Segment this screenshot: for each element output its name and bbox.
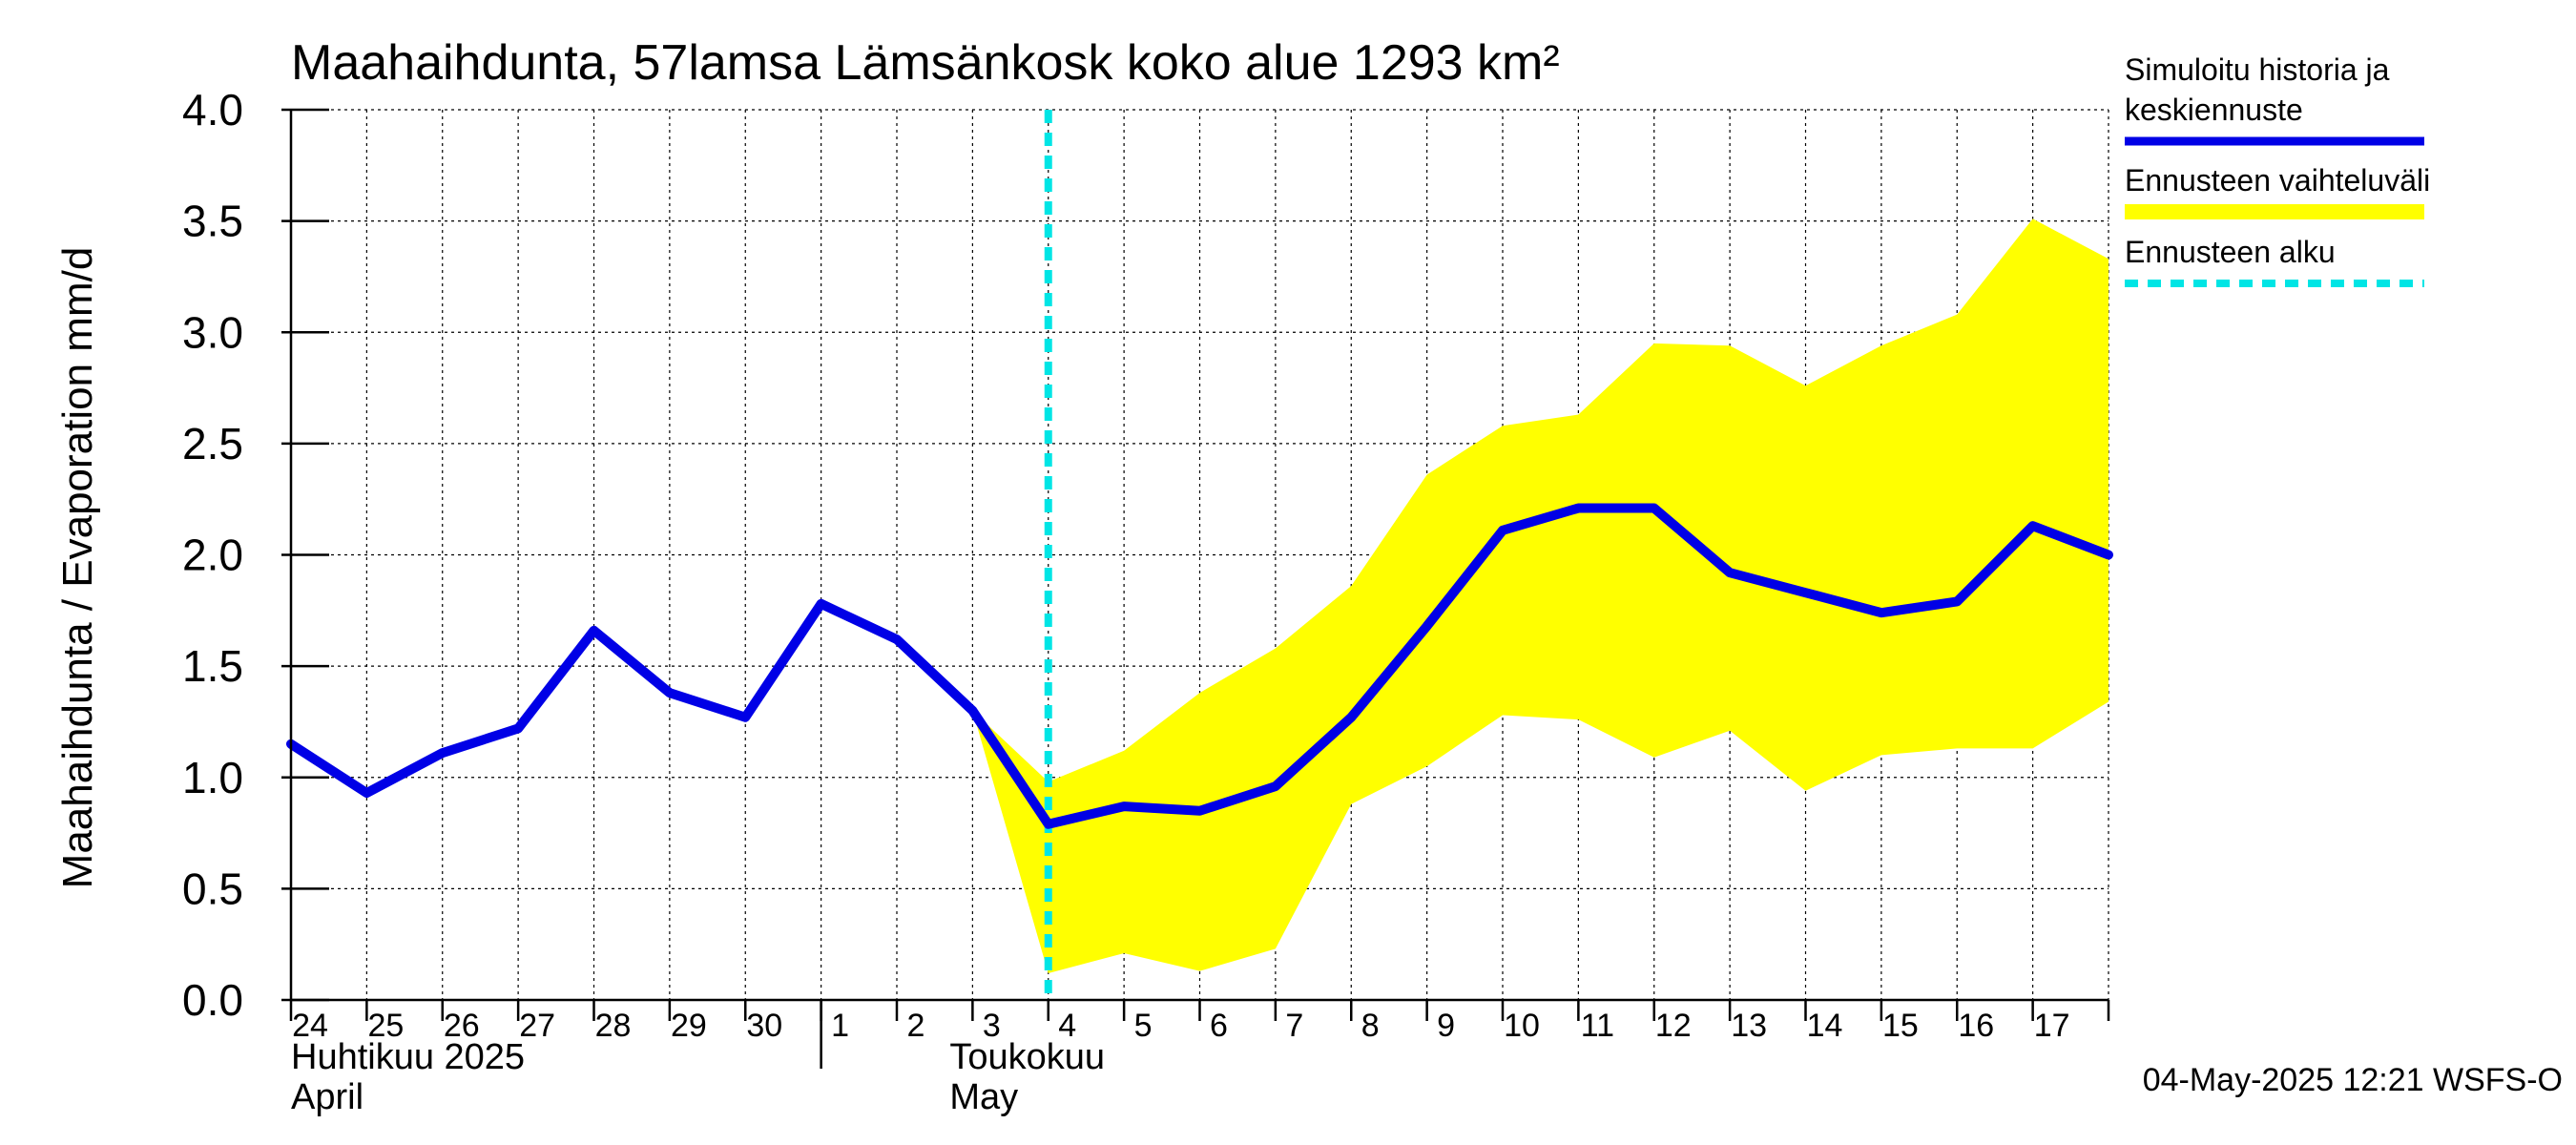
x-tick-label: 28 [595, 1008, 632, 1044]
y-tick-label: 1.5 [182, 641, 243, 691]
x-tick-label: 1 [831, 1008, 849, 1044]
series-point [2028, 522, 2037, 531]
series-point [1574, 504, 1583, 512]
series-point [893, 635, 901, 644]
series-point [438, 749, 447, 758]
month-label-line2: April [291, 1077, 364, 1117]
footer-timestamp: 04-May-2025 12:21 WSFS-O [2143, 1062, 2563, 1098]
series-point [1195, 806, 1204, 815]
x-tick-label: 14 [1807, 1008, 1843, 1044]
x-tick-label: 7 [1285, 1008, 1303, 1044]
x-tick-label: 26 [444, 1008, 480, 1044]
series-point [741, 713, 750, 721]
x-tick-label: 10 [1504, 1008, 1540, 1044]
chart-title: Maahaihdunta, 57lamsa Lämsänkosk koko al… [291, 35, 1560, 91]
month-label-line1: Toukokuu [949, 1037, 1105, 1077]
legend-label: Simuloitu historia ja [2125, 52, 2390, 87]
simulated-series-line [286, 503, 2113, 829]
x-tick-label: 2 [907, 1008, 925, 1044]
series-point [1650, 504, 1658, 512]
series-point [1877, 609, 1885, 617]
x-tick-label: 11 [1581, 1008, 1614, 1044]
month-label-line2: May [949, 1077, 1018, 1117]
series-point [590, 626, 598, 635]
series-point [1953, 597, 1962, 606]
forecast-range-band [972, 219, 2109, 974]
legend-swatch-band [2125, 204, 2424, 219]
y-tick-label: 3.5 [182, 197, 243, 246]
y-tick-label: 3.0 [182, 307, 243, 357]
series-point [1423, 622, 1431, 631]
series-point [1801, 589, 1810, 597]
y-tick-label: 0.0 [182, 975, 243, 1025]
x-tick-label: 6 [1210, 1008, 1228, 1044]
series-point [1726, 569, 1735, 577]
series-point [363, 789, 371, 798]
legend: Simuloitu historia ja keskiennuste Ennuste… [2125, 52, 2430, 287]
x-tick-label: 9 [1437, 1008, 1455, 1044]
y-tick-label: 2.5 [182, 419, 243, 468]
x-tick-label: 4 [1058, 1008, 1076, 1044]
x-tick-label: 27 [519, 1008, 555, 1044]
series-point [1120, 802, 1129, 811]
x-tick-label: 29 [671, 1008, 707, 1044]
x-tick-label: 15 [1882, 1008, 1919, 1044]
legend-label: Ennusteen alku [2125, 235, 2336, 269]
series-point [1044, 820, 1052, 828]
x-tick-label: 8 [1361, 1008, 1380, 1044]
legend-label: Ennusteen vaihteluväli [2125, 163, 2430, 198]
x-tick-label: 3 [983, 1008, 1001, 1044]
x-tick-label: 17 [2034, 1008, 2070, 1044]
x-tick-label: 25 [367, 1008, 404, 1044]
series-point [514, 724, 523, 733]
series-point [817, 599, 825, 608]
y-tick-label: 1.0 [182, 753, 243, 802]
series-point [1499, 526, 1506, 534]
x-tick-label: 30 [746, 1008, 782, 1044]
series-point [1347, 713, 1356, 721]
x-tick-label: 12 [1655, 1008, 1692, 1044]
series-point [665, 689, 674, 697]
series-point [2105, 551, 2112, 559]
y-tick-labels: 0.0 0.5 1.0 1.5 2.0 2.5 3.0 3.5 4.0 [182, 85, 329, 1025]
y-tick-label: 4.0 [182, 85, 243, 135]
x-tick-labels: 24 25 26 27 28 29 30 1 2 3 4 5 6 7 8 9 10 11 12 13 14 15 16 17 [289, 1000, 2110, 1069]
legend-label: keskiennuste [2125, 93, 2303, 127]
x-tick-label: 5 [1134, 1008, 1153, 1044]
range-band-area [972, 219, 2109, 974]
y-axis-label: Maahaihdunta / Evaporation mm/d [54, 247, 101, 889]
y-tick-label: 2.0 [182, 531, 243, 580]
y-tick-label: 0.5 [182, 864, 243, 913]
x-tick-label: 24 [292, 1008, 328, 1044]
x-tick-label: 16 [1958, 1008, 1994, 1044]
series-point [968, 706, 977, 715]
series-point [1271, 782, 1279, 791]
x-tick-label: 13 [1731, 1008, 1767, 1044]
month-label-line1: Huhtikuu 2025 [291, 1037, 525, 1077]
